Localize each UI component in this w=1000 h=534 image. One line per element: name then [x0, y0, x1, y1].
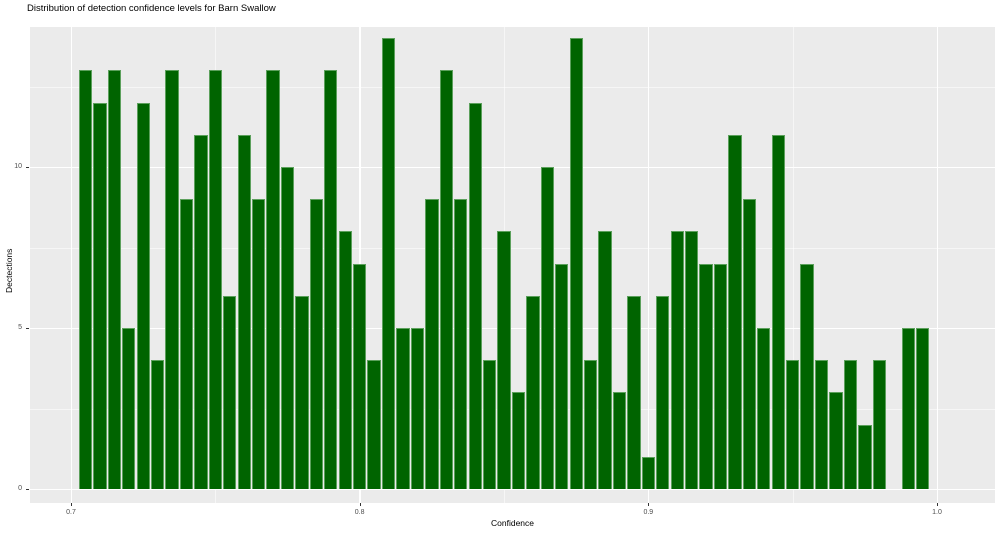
histogram-bar [150, 360, 165, 489]
histogram-bar [656, 295, 670, 489]
histogram-bar [583, 360, 598, 489]
histogram-bar [612, 392, 627, 489]
histogram-bar [555, 263, 569, 489]
histogram-bar [814, 360, 829, 489]
histogram-bar [237, 134, 251, 489]
histogram-bar [367, 360, 381, 489]
x-tick-label: 0.7 [66, 509, 76, 516]
histogram-bar [598, 231, 612, 489]
histogram-bar [771, 134, 785, 489]
histogram-bar [252, 199, 266, 489]
gridline-x-minor [792, 27, 794, 503]
histogram-bar [454, 199, 468, 489]
histogram-bar [439, 70, 453, 489]
histogram-bar [468, 102, 482, 489]
histogram-bar [641, 456, 656, 489]
histogram-bar [843, 360, 858, 489]
histogram-bar [194, 134, 208, 489]
histogram-bar [425, 199, 439, 489]
histogram-bar [353, 263, 367, 489]
histogram-bar [410, 328, 425, 489]
chart-title: Distribution of detection confidence lev… [27, 3, 276, 14]
y-tick-label: 10 [14, 163, 22, 170]
histogram-bar [526, 295, 540, 489]
histogram-bar [396, 328, 410, 489]
histogram-bar [829, 392, 843, 489]
histogram-bar [165, 70, 179, 489]
x-tick-label: 0.8 [354, 509, 365, 516]
histogram-bar [757, 328, 771, 489]
histogram-bar [858, 424, 872, 489]
histogram-bar [915, 328, 930, 489]
x-tick-mark [71, 503, 72, 506]
histogram-bar [280, 167, 295, 489]
gridline-y-major [30, 488, 995, 491]
histogram-bar [78, 70, 93, 489]
histogram-bar [800, 263, 814, 489]
histogram-bar [295, 295, 309, 489]
histogram-bar [511, 392, 526, 489]
histogram-bar [627, 295, 641, 489]
gridline-x-major [647, 27, 650, 503]
y-tick-mark [26, 167, 29, 168]
x-tick-mark [359, 503, 361, 506]
histogram-bar [540, 167, 554, 489]
x-tick-label: 1.0 [932, 509, 942, 516]
gridline-y-major [30, 327, 995, 330]
y-tick-label: 5 [18, 324, 22, 331]
histogram-bar [569, 38, 583, 489]
x-tick-mark [937, 503, 938, 506]
histogram-bar [223, 295, 237, 489]
plot-panel [30, 27, 995, 503]
histogram-bar [381, 38, 396, 489]
gridline-y-minor [30, 86, 995, 88]
histogram-bar [713, 263, 728, 489]
y-tick-label: 0 [18, 485, 22, 492]
x-tick-mark [648, 503, 650, 506]
gridline-x-major [936, 27, 939, 503]
gridline-y-minor [30, 247, 995, 249]
histogram-bar [699, 263, 713, 489]
histogram-bar [685, 231, 699, 489]
x-tick-label: 0.9 [643, 509, 654, 516]
histogram-bar [266, 70, 280, 489]
histogram-bar [179, 199, 194, 489]
y-tick-mark [26, 328, 29, 329]
histogram-bar [122, 328, 136, 489]
histogram-bar [670, 231, 684, 489]
gridline-x-major [70, 27, 73, 503]
histogram-bar [786, 360, 800, 489]
histogram-bar [136, 102, 150, 489]
histogram-bar [497, 231, 511, 489]
y-axis-title: Dectections [4, 248, 14, 293]
histogram-bar [742, 199, 757, 489]
histogram-bar [324, 70, 338, 489]
histogram-bar [728, 134, 742, 489]
histogram-bar [872, 360, 886, 489]
histogram-bar [482, 360, 497, 489]
histogram-bar [208, 70, 222, 489]
histogram-bar [901, 328, 915, 489]
histogram-bar [107, 70, 121, 489]
gridline-y-major [30, 166, 995, 169]
histogram-bar [93, 102, 107, 489]
histogram-bar [309, 199, 324, 489]
histogram-bar [338, 231, 352, 489]
x-axis-title: Confidence [490, 518, 535, 528]
y-tick-mark [26, 489, 29, 490]
